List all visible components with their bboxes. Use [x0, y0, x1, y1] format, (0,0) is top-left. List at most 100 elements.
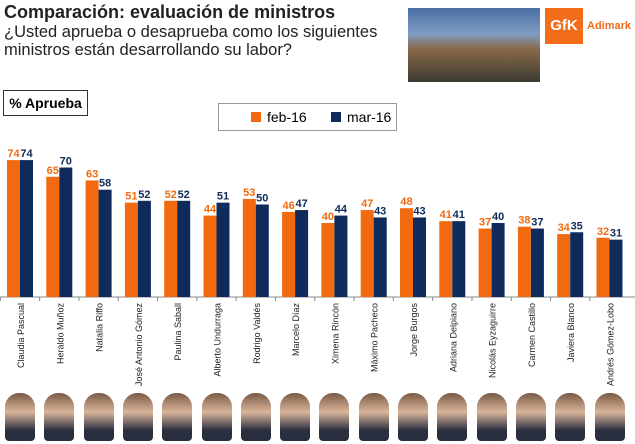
bar: [321, 223, 335, 297]
legend-swatch: [251, 112, 261, 122]
portrait: [358, 393, 389, 441]
bar: [334, 215, 348, 297]
data-label: 50: [256, 193, 268, 205]
survey-question: ¿Usted aprueba o desaprueba como los sig…: [4, 23, 378, 59]
data-label: 38: [518, 215, 530, 227]
bar: [137, 200, 151, 297]
bar: [124, 202, 138, 297]
portrait: [44, 393, 75, 441]
bar: [596, 237, 610, 297]
data-label: 40: [492, 211, 504, 223]
data-label: 43: [413, 205, 425, 217]
x-tick-label: Ximena Rincón: [330, 303, 340, 364]
data-label: 37: [479, 217, 491, 229]
x-tick-label: Rodrigo Valdés: [252, 303, 262, 364]
bar: [242, 198, 256, 297]
data-label: 74: [20, 148, 33, 160]
x-tick-label: Javiera Blanco: [566, 303, 576, 362]
data-label: 41: [440, 209, 452, 221]
portrait: [515, 393, 546, 441]
bar: [255, 204, 269, 297]
x-tick-label: Adriana Delpiano: [448, 303, 458, 372]
bar: [400, 208, 413, 297]
x-tick-label: Máximo Pacheco: [370, 303, 380, 372]
portrait: [240, 393, 271, 441]
bar: [216, 202, 230, 297]
data-label: 43: [374, 205, 386, 217]
data-label: 52: [178, 189, 190, 201]
x-tick-label: Nicolás Eyzaguirre: [488, 303, 498, 378]
data-label: 74: [7, 148, 20, 160]
bar: [609, 239, 623, 297]
portrait: [201, 393, 232, 441]
bar: [570, 232, 584, 297]
bar: [164, 200, 178, 297]
legend: feb-16 mar-16: [218, 103, 397, 131]
portrait: [83, 393, 114, 441]
bar: [373, 217, 387, 297]
x-tick-label: José Antonio Gómez: [134, 303, 144, 387]
bar: [85, 180, 99, 297]
data-label: 47: [361, 198, 373, 210]
bar: [177, 200, 191, 297]
data-label: 51: [125, 191, 137, 203]
data-label: 41: [453, 209, 465, 221]
bar: [517, 226, 531, 297]
bar: [557, 234, 571, 297]
data-label: 34: [558, 222, 571, 234]
bar: [203, 215, 217, 297]
x-tick-label: Andrés Gómez-Lobo: [606, 303, 616, 386]
data-label: 51: [217, 191, 229, 203]
data-label: 58: [99, 178, 111, 190]
bar: [413, 217, 426, 297]
x-tick-label: Marcelo Díaz: [291, 303, 301, 357]
data-label: 31: [610, 228, 622, 240]
legend-label: feb-16: [267, 109, 307, 125]
portrait: [319, 393, 350, 441]
data-label: 40: [322, 211, 334, 223]
bar: [530, 228, 544, 297]
bar: [20, 160, 33, 297]
portrait: [5, 393, 35, 441]
data-label: 47: [295, 198, 307, 210]
legend-label: mar-16: [347, 109, 392, 125]
page-title: Comparación: evaluación de ministros: [4, 2, 336, 22]
bar: [295, 210, 309, 297]
portrait: [122, 393, 153, 441]
cabinet-photo: [408, 8, 540, 82]
bar: [282, 211, 296, 297]
bar: [98, 189, 112, 297]
bar: [439, 221, 453, 297]
bar: [491, 223, 505, 297]
y-axis-label: % Aprueba: [3, 90, 88, 116]
portrait: [398, 393, 428, 441]
portrait: [280, 393, 311, 441]
data-label: 35: [571, 220, 583, 232]
bar: [46, 176, 60, 297]
x-tick-label: Heraldo Muñoz: [55, 303, 65, 365]
bar: [360, 210, 374, 297]
data-label: 44: [335, 204, 348, 216]
x-tick-label: Natalia Riffo: [95, 303, 105, 352]
portrait: [476, 393, 507, 441]
x-tick-label: Claudia Pascual: [16, 303, 26, 368]
data-label: 52: [138, 189, 150, 201]
data-label: 48: [400, 196, 412, 208]
minister-portraits: [0, 393, 635, 444]
data-label: 32: [597, 226, 609, 238]
data-label: 46: [282, 200, 294, 212]
data-label: 37: [531, 217, 543, 229]
data-label: 53: [243, 187, 255, 199]
legend-item-feb: feb-16: [251, 109, 307, 125]
legend-swatch: [331, 112, 341, 122]
bar: [59, 167, 73, 297]
legend-item-mar: mar-16: [331, 109, 391, 125]
x-tick-label: Jorge Burgos: [409, 303, 419, 357]
data-label: 44: [204, 204, 217, 216]
bar: [452, 221, 466, 297]
x-tick-label: Paulina Saball: [173, 303, 183, 361]
portrait: [594, 393, 625, 441]
data-label: 63: [86, 168, 98, 180]
x-tick-label: Carmen Castillo: [527, 303, 537, 367]
